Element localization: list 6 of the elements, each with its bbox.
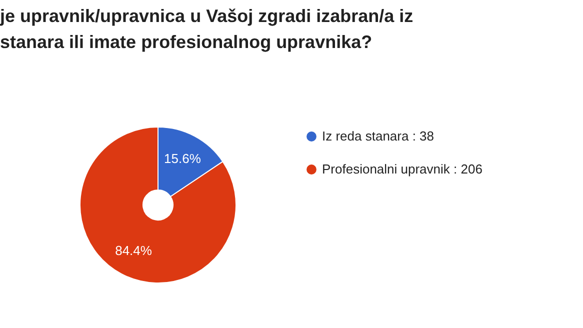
data-label: 84.4% — [115, 242, 152, 258]
data-label: 15.6% — [164, 151, 202, 166]
legend-label: Profesionalni upravnik : 206 — [322, 162, 482, 176]
donut-slice — [80, 126, 236, 284]
legend-label: Iz reda stanara : 38 — [322, 128, 434, 144]
chart-title: je upravnik/upravnica u Vašoj zgradi izabran/a iz stanara ili imate profesionalnog upravnika? — [0, 6, 414, 52]
